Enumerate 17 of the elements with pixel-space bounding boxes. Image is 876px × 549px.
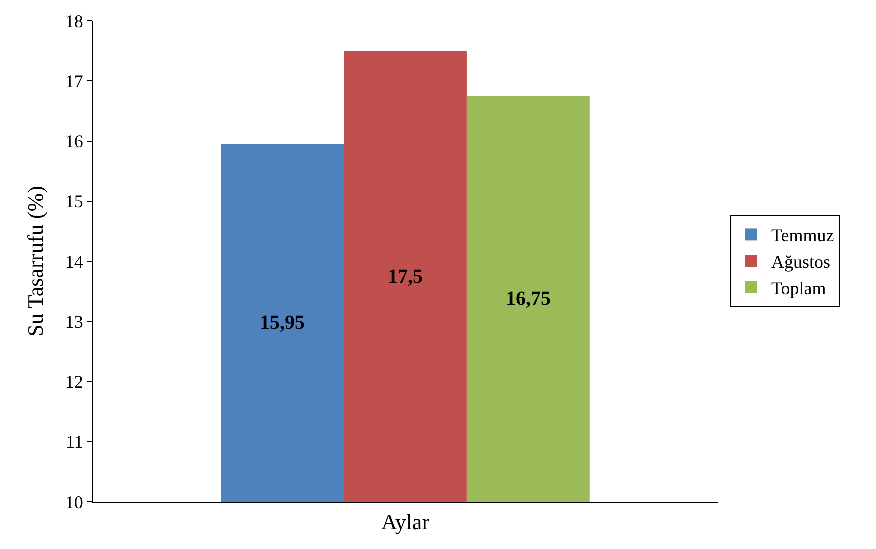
- y-tick-label: 13: [65, 312, 84, 332]
- x-axis-title: Aylar: [381, 510, 430, 534]
- y-axis-title: Su Tasarrufu (%): [23, 186, 48, 337]
- y-tick-label: 12: [65, 372, 84, 392]
- legend-label: Toplam: [772, 278, 826, 299]
- y-tick-label: 18: [65, 11, 84, 32]
- y-tick-label: 11: [66, 432, 84, 452]
- y-tick-label: 17: [65, 71, 84, 92]
- data-label: 17,5: [388, 266, 423, 288]
- legend-label: Temmuz: [772, 226, 834, 246]
- y-tick-label: 10: [65, 492, 84, 512]
- legend-label: Ağustos: [772, 252, 831, 272]
- y-tick-label: 14: [65, 252, 84, 272]
- data-label: 16,75: [506, 288, 551, 310]
- y-tick-label: 15: [65, 192, 84, 212]
- y-tick-label: 16: [65, 132, 84, 152]
- data-label: 15,95: [260, 312, 305, 334]
